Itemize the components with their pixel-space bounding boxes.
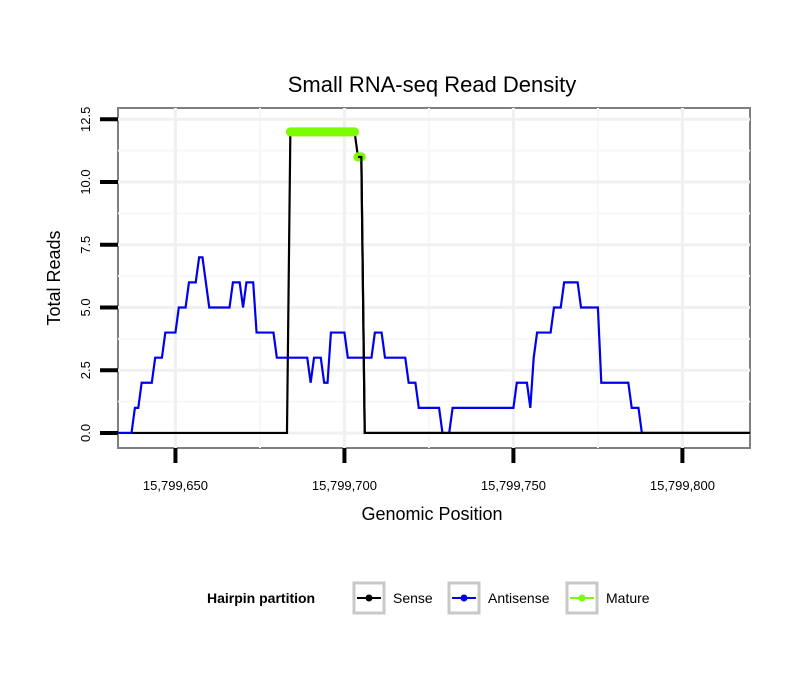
legend-entry-sense: Sense — [352, 581, 433, 615]
y-tick-label-0: 0.0 — [78, 424, 93, 442]
axes-layer: 15,799,650 15,799,700 15,799,750 15,799,800… — [78, 107, 715, 493]
series-layer — [118, 127, 750, 435]
legend-label-antisense: Antisense — [488, 590, 550, 606]
x-tick-label-2: 15,799,750 — [481, 478, 546, 493]
x-tick-label-0: 15,799,650 — [143, 478, 208, 493]
x-tick-label-1: 15,799,700 — [312, 478, 377, 493]
chart-title: Small RNA-seq Read Density — [288, 72, 577, 97]
x-axis-title: Genomic Position — [361, 504, 502, 524]
legend-label-mature: Mature — [606, 590, 650, 606]
x-tick-label-3: 15,799,800 — [650, 478, 715, 493]
y-tick-label-4: 10.0 — [78, 169, 93, 194]
y-axis-title: Total Reads — [44, 230, 64, 325]
legend-dot-antisense — [460, 594, 468, 602]
series-line-antisense — [118, 256, 750, 435]
legend: Hairpin partition Sense Antisense Mature — [207, 581, 650, 615]
legend-entry-antisense: Antisense — [447, 581, 550, 615]
legend-dot-mature — [578, 594, 586, 602]
plot-panel — [117, 107, 751, 449]
legend-entry-mature: Mature — [565, 581, 650, 615]
series-line-sense-overlay — [357, 155, 750, 435]
legend-title: Hairpin partition — [207, 590, 315, 606]
panel-background — [117, 107, 751, 449]
y-tick-label-3: 7.5 — [78, 236, 93, 254]
legend-label-sense: Sense — [393, 590, 433, 606]
y-tick-label-1: 2.5 — [78, 361, 93, 379]
legend-dot-sense — [365, 594, 373, 602]
y-tick-label-5: 12.5 — [78, 107, 93, 132]
y-tick-label-2: 5.0 — [78, 298, 93, 316]
